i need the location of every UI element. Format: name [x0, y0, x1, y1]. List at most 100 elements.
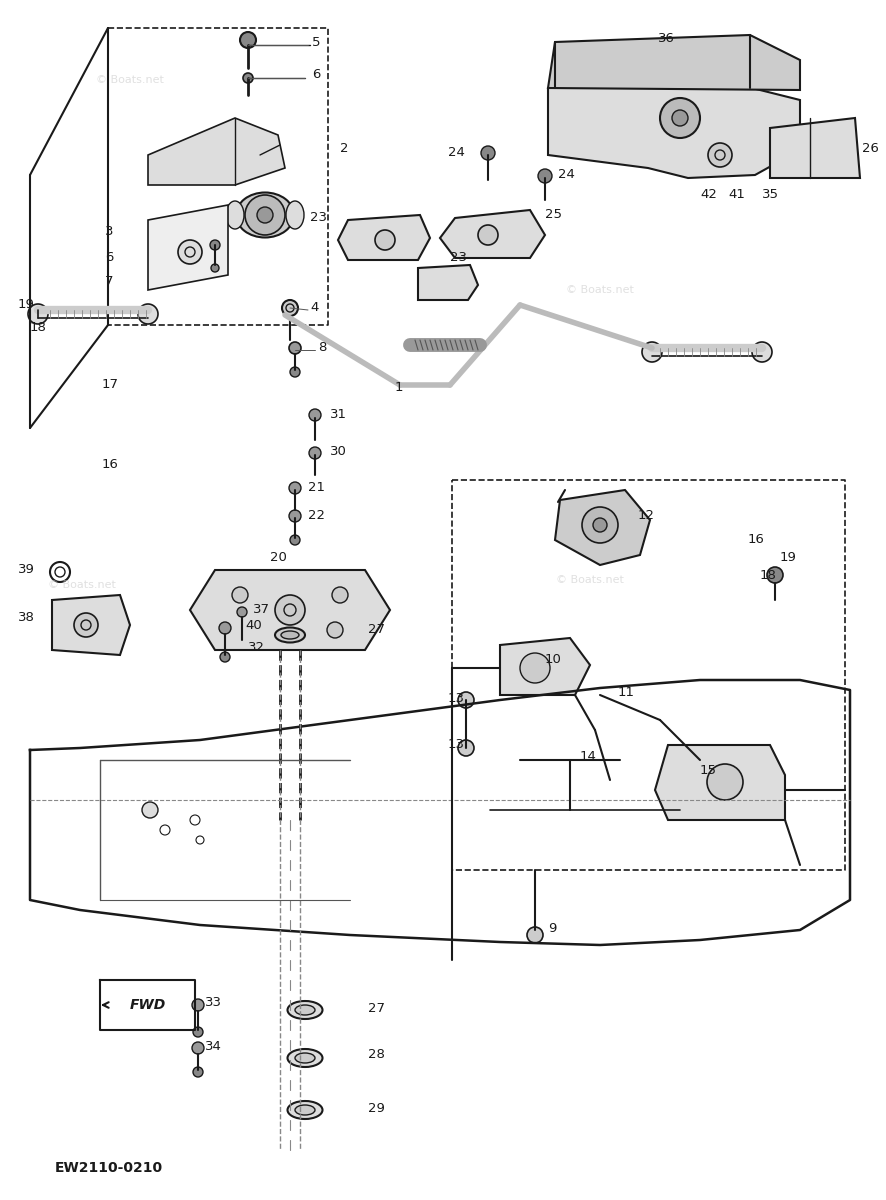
Text: 26: 26 — [861, 142, 878, 155]
Circle shape — [308, 446, 321, 458]
Text: 1: 1 — [394, 382, 403, 395]
Circle shape — [74, 613, 97, 637]
Ellipse shape — [295, 1105, 315, 1115]
Text: 37: 37 — [253, 604, 269, 617]
Text: 24: 24 — [557, 168, 574, 181]
Text: 6: 6 — [105, 252, 113, 264]
Circle shape — [275, 595, 305, 625]
Text: 7: 7 — [105, 276, 113, 288]
Text: © Boats.net: © Boats.net — [48, 580, 116, 590]
Text: 25: 25 — [544, 209, 562, 222]
Ellipse shape — [287, 1001, 323, 1019]
Circle shape — [245, 194, 284, 235]
Circle shape — [290, 535, 299, 545]
Text: 9: 9 — [548, 922, 556, 935]
Circle shape — [193, 1067, 203, 1078]
Circle shape — [193, 1027, 203, 1037]
Polygon shape — [417, 265, 478, 300]
Circle shape — [659, 98, 699, 138]
Text: FWD: FWD — [129, 998, 166, 1012]
Text: 31: 31 — [330, 408, 346, 421]
Circle shape — [290, 367, 299, 377]
Polygon shape — [769, 118, 859, 178]
Circle shape — [478, 224, 497, 245]
Circle shape — [519, 653, 549, 683]
Circle shape — [707, 143, 731, 167]
Text: 30: 30 — [330, 445, 346, 458]
Circle shape — [706, 764, 742, 800]
Circle shape — [457, 692, 473, 708]
Text: 8: 8 — [318, 342, 326, 354]
Circle shape — [308, 409, 321, 421]
Circle shape — [178, 240, 202, 264]
Polygon shape — [439, 210, 544, 258]
Polygon shape — [338, 215, 430, 260]
Text: © Boats.net: © Boats.net — [565, 284, 633, 295]
Circle shape — [766, 566, 782, 583]
Circle shape — [327, 622, 343, 638]
Polygon shape — [52, 595, 130, 655]
Text: 13: 13 — [447, 738, 464, 751]
Circle shape — [191, 1042, 204, 1054]
Text: 20: 20 — [269, 552, 286, 564]
Text: 23: 23 — [449, 252, 466, 264]
Text: 16: 16 — [102, 458, 119, 472]
Text: 39: 39 — [18, 564, 35, 576]
Ellipse shape — [236, 192, 293, 238]
Circle shape — [257, 206, 273, 223]
Text: 11: 11 — [618, 685, 634, 698]
Ellipse shape — [287, 1102, 323, 1118]
Circle shape — [289, 342, 300, 354]
Circle shape — [232, 587, 248, 602]
Circle shape — [751, 342, 771, 362]
Circle shape — [289, 510, 300, 522]
Text: 16: 16 — [747, 534, 764, 546]
Polygon shape — [548, 80, 799, 178]
Text: 18: 18 — [759, 570, 776, 582]
Circle shape — [210, 240, 220, 250]
Circle shape — [641, 342, 661, 362]
Text: 23: 23 — [309, 211, 327, 224]
Text: 42: 42 — [699, 188, 716, 202]
Circle shape — [581, 506, 618, 542]
Polygon shape — [654, 745, 784, 820]
Text: © Boats.net: © Boats.net — [556, 575, 623, 584]
Ellipse shape — [295, 1054, 315, 1063]
Circle shape — [243, 73, 253, 83]
Text: 12: 12 — [637, 510, 654, 522]
Text: 35: 35 — [761, 188, 778, 202]
Text: 40: 40 — [245, 619, 261, 632]
Text: 19: 19 — [18, 299, 35, 312]
Text: 13: 13 — [447, 691, 464, 704]
Circle shape — [191, 998, 204, 1010]
Text: 2: 2 — [339, 142, 348, 155]
Text: 6: 6 — [312, 68, 320, 82]
Text: 3: 3 — [105, 226, 113, 239]
Text: 24: 24 — [447, 145, 464, 158]
Circle shape — [211, 264, 219, 272]
Text: 18: 18 — [30, 322, 47, 335]
Text: 14: 14 — [579, 750, 596, 762]
Polygon shape — [148, 205, 228, 290]
Text: 27: 27 — [368, 1002, 385, 1014]
Polygon shape — [548, 35, 799, 90]
Circle shape — [282, 300, 298, 316]
Circle shape — [142, 802, 158, 818]
Circle shape — [28, 304, 48, 324]
Text: 28: 28 — [368, 1049, 385, 1062]
Ellipse shape — [285, 200, 304, 229]
Circle shape — [220, 652, 229, 662]
Text: 10: 10 — [544, 654, 561, 666]
Polygon shape — [148, 118, 284, 185]
Circle shape — [672, 110, 688, 126]
Circle shape — [237, 607, 246, 617]
Polygon shape — [500, 638, 589, 695]
Circle shape — [240, 32, 256, 48]
Text: EW2110-0210: EW2110-0210 — [55, 1160, 163, 1175]
Circle shape — [219, 622, 230, 634]
Circle shape — [480, 146, 494, 160]
Text: 17: 17 — [102, 378, 119, 391]
Ellipse shape — [287, 1049, 323, 1067]
Polygon shape — [190, 570, 390, 650]
Ellipse shape — [295, 1004, 315, 1015]
